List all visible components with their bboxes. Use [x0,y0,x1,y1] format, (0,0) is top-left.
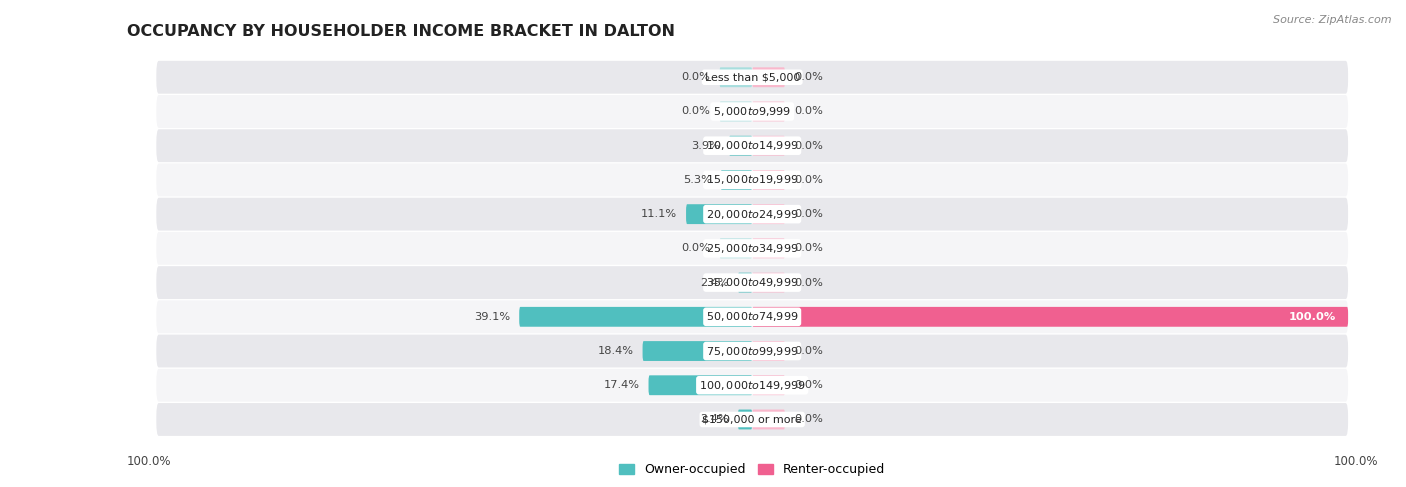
Text: Source: ZipAtlas.com: Source: ZipAtlas.com [1274,15,1392,25]
Legend: Owner-occupied, Renter-occupied: Owner-occupied, Renter-occupied [614,458,890,482]
FancyBboxPatch shape [156,129,1348,162]
Text: $25,000 to $34,999: $25,000 to $34,999 [706,242,799,255]
FancyBboxPatch shape [648,375,752,395]
Text: $75,000 to $99,999: $75,000 to $99,999 [706,344,799,357]
Text: 0.0%: 0.0% [794,414,823,425]
FancyBboxPatch shape [752,239,785,258]
Text: 0.0%: 0.0% [794,141,823,150]
Text: 39.1%: 39.1% [474,312,510,322]
FancyBboxPatch shape [519,307,752,327]
Text: 3.9%: 3.9% [692,141,720,150]
Text: 100.0%: 100.0% [1333,454,1378,468]
Text: 0.0%: 0.0% [682,244,710,253]
Text: 18.4%: 18.4% [598,346,634,356]
Text: $35,000 to $49,999: $35,000 to $49,999 [706,276,799,289]
FancyBboxPatch shape [752,273,785,293]
Text: $15,000 to $19,999: $15,000 to $19,999 [706,173,799,187]
Text: 0.0%: 0.0% [794,380,823,390]
FancyBboxPatch shape [156,369,1348,402]
Text: 0.0%: 0.0% [682,72,710,82]
FancyBboxPatch shape [728,136,752,156]
Text: $50,000 to $74,999: $50,000 to $74,999 [706,310,799,323]
FancyBboxPatch shape [156,95,1348,128]
FancyBboxPatch shape [721,170,752,190]
FancyBboxPatch shape [156,164,1348,196]
Text: 0.0%: 0.0% [682,107,710,116]
Text: 0.0%: 0.0% [794,244,823,253]
Text: 11.1%: 11.1% [641,209,678,219]
Text: Less than $5,000: Less than $5,000 [704,72,800,82]
FancyBboxPatch shape [752,307,1348,327]
Text: 0.0%: 0.0% [794,278,823,288]
FancyBboxPatch shape [720,239,752,258]
FancyBboxPatch shape [156,198,1348,230]
FancyBboxPatch shape [156,232,1348,265]
FancyBboxPatch shape [738,410,752,430]
Text: $5,000 to $9,999: $5,000 to $9,999 [713,105,792,118]
FancyBboxPatch shape [752,67,785,87]
FancyBboxPatch shape [156,335,1348,368]
Text: $20,000 to $24,999: $20,000 to $24,999 [706,207,799,221]
FancyBboxPatch shape [156,266,1348,299]
Text: 100.0%: 100.0% [1289,312,1336,322]
Text: OCCUPANCY BY HOUSEHOLDER INCOME BRACKET IN DALTON: OCCUPANCY BY HOUSEHOLDER INCOME BRACKET … [127,24,675,39]
FancyBboxPatch shape [686,204,752,224]
Text: 0.0%: 0.0% [794,72,823,82]
FancyBboxPatch shape [720,102,752,121]
FancyBboxPatch shape [156,300,1348,333]
Text: $100,000 to $149,999: $100,000 to $149,999 [699,379,806,392]
Text: 0.0%: 0.0% [794,209,823,219]
FancyBboxPatch shape [752,204,785,224]
FancyBboxPatch shape [752,375,785,395]
Text: 2.4%: 2.4% [700,278,728,288]
FancyBboxPatch shape [752,410,785,430]
FancyBboxPatch shape [752,170,785,190]
Text: 17.4%: 17.4% [603,380,640,390]
Text: 0.0%: 0.0% [794,175,823,185]
Text: 5.3%: 5.3% [683,175,711,185]
FancyBboxPatch shape [738,273,752,293]
Text: 0.0%: 0.0% [794,107,823,116]
Text: $150,000 or more: $150,000 or more [703,414,801,425]
FancyBboxPatch shape [720,67,752,87]
FancyBboxPatch shape [643,341,752,361]
Text: 100.0%: 100.0% [127,454,172,468]
Text: 0.0%: 0.0% [794,346,823,356]
FancyBboxPatch shape [156,61,1348,94]
FancyBboxPatch shape [752,102,785,121]
Text: $10,000 to $14,999: $10,000 to $14,999 [706,139,799,152]
FancyBboxPatch shape [156,403,1348,436]
Text: 2.4%: 2.4% [700,414,728,425]
FancyBboxPatch shape [752,136,785,156]
FancyBboxPatch shape [752,341,785,361]
